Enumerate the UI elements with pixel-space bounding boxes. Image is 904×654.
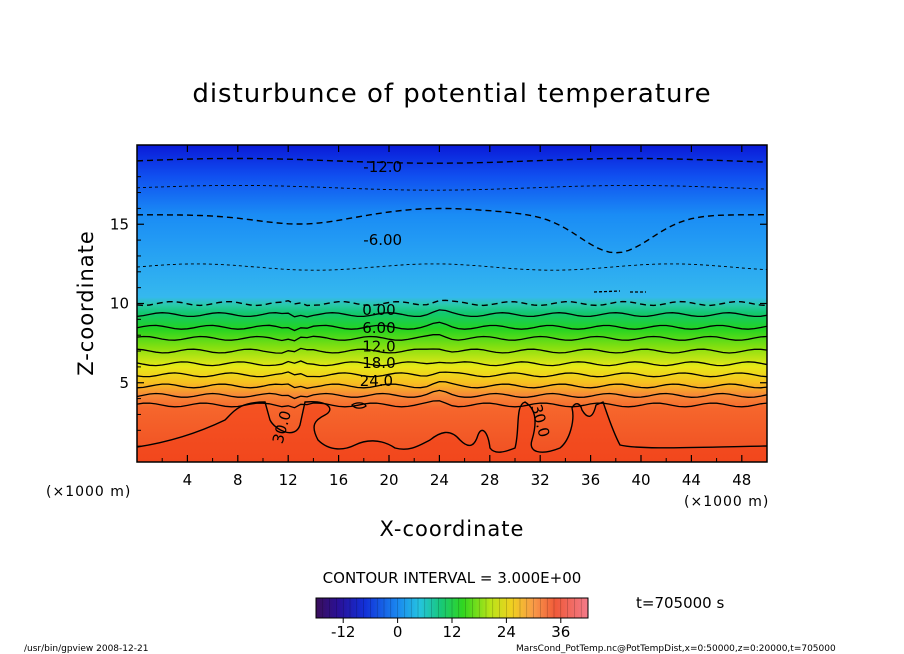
colorbar-tick-label: 24 — [497, 623, 516, 641]
contour-label-text: 24.0 — [360, 372, 393, 390]
contour-line — [137, 309, 767, 318]
contour-line — [137, 207, 767, 254]
x-tick-label: 8 — [233, 471, 243, 489]
y-axis: 5 10 15 — [110, 160, 767, 447]
colorbar-tick-label: -12 — [331, 623, 356, 641]
y-axis-label: Z-coordinate — [74, 230, 98, 376]
x-tick-label: 44 — [682, 471, 701, 489]
contour-small-loop — [351, 402, 367, 409]
contour-label-text: -6.00 — [363, 231, 402, 249]
contour-label: 6.00 — [362, 319, 395, 337]
contour-label-text: -12.0 — [363, 158, 402, 176]
x-tick-label: 20 — [379, 471, 398, 489]
colorbar-tick-label: 0 — [393, 623, 403, 641]
contour-label: 0.00 — [362, 301, 395, 319]
contour-interval-label: CONTOUR INTERVAL = 3.000E+00 — [323, 569, 582, 587]
bottom-warm-region — [137, 401, 767, 462]
contour-line — [137, 371, 767, 378]
contour-label: 18.0 — [362, 354, 395, 372]
y-tick-label: 10 — [110, 295, 129, 313]
x-tick-label: 24 — [430, 471, 449, 489]
x-tick-label: 12 — [279, 471, 298, 489]
contour-line — [137, 380, 767, 389]
contour-label-text: 12.0 — [362, 337, 395, 355]
contour-line — [137, 299, 767, 307]
contour-label-text: 6.00 — [362, 319, 395, 337]
y-tick-label: 15 — [110, 215, 129, 233]
contour-label: -12.0 — [363, 158, 402, 176]
contour-line — [137, 157, 767, 164]
x-tick-label: 48 — [732, 471, 751, 489]
x-tick-label: 16 — [329, 471, 348, 489]
contour-label-text: 0.00 — [362, 301, 395, 319]
contour-label: 12.0 — [362, 337, 395, 355]
contour-line — [137, 360, 767, 367]
x-axis: 4 8 12 16 20 24 28 32 36 40 44 48 — [161, 145, 751, 489]
footer-left: /usr/bin/gpview 2008-12-21 — [24, 644, 148, 654]
y-tick-label: 5 — [119, 374, 129, 392]
colorbar-tick-label: 12 — [442, 623, 461, 641]
contour-line-30-bottom — [137, 401, 767, 453]
x-unit-right: (×1000 m) — [684, 494, 769, 510]
contour-line — [137, 321, 767, 332]
contour-line — [137, 347, 767, 354]
x-tick-label: 40 — [631, 471, 650, 489]
contour-line — [137, 334, 767, 342]
chart-title: disturbunce of potential temperature — [192, 79, 711, 109]
footer-right: MarsCond_PotTemp.nc@PotTempDist,x=0:5000… — [516, 644, 836, 654]
x-tick-label: 4 — [183, 471, 193, 489]
contour-small-arrow — [593, 290, 646, 293]
contour-line — [137, 389, 767, 400]
x-axis-label: X-coordinate — [380, 517, 525, 541]
time-label: t=705000 s — [636, 594, 724, 612]
x-tick-label: 28 — [480, 471, 499, 489]
x-tick-label: 36 — [581, 471, 600, 489]
contour-label: -6.00 — [363, 231, 402, 249]
colorbar-tick-label: 36 — [551, 623, 570, 641]
x-tick-label: 32 — [531, 471, 550, 489]
colorbar-ticks: -12 0 12 24 36 — [315, 598, 589, 641]
x-unit-left: (×1000 m) — [46, 484, 131, 500]
contour-label: 24.0 — [360, 372, 393, 390]
contour-label-text: 18.0 — [362, 354, 395, 372]
